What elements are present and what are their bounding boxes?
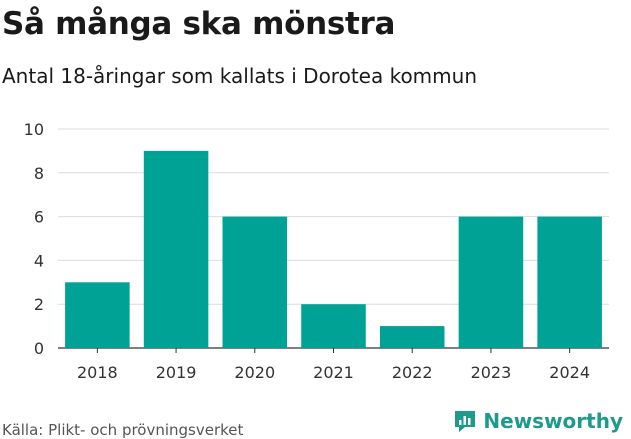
bar-2024	[537, 216, 602, 348]
chart-title: Så många ska mönstra	[2, 6, 396, 42]
bar-2022	[379, 326, 445, 348]
bar-chart: 0 2 4 6 8 10 2018 2019 2020 2021 2022 2023 2024	[24, 120, 609, 382]
y-tick-label: 2	[34, 295, 44, 314]
bar-2021	[301, 304, 366, 348]
brand-name: Newsworthy	[483, 409, 623, 433]
x-axis-tick-labels: 2018 2019 2020 2021 2022 2023 2024	[77, 348, 590, 382]
brand-logo[interactable]: Newsworthy	[452, 408, 623, 434]
y-tick-label: 8	[34, 164, 44, 183]
y-tick-label: 0	[34, 339, 44, 358]
y-tick-label: 10	[24, 120, 44, 139]
bars	[65, 150, 602, 348]
x-tick-label: 2021	[313, 363, 354, 382]
y-tick-label: 6	[34, 208, 44, 227]
bar-2020	[222, 216, 288, 348]
x-tick-label: 2023	[471, 363, 512, 382]
x-tick-label: 2018	[77, 363, 118, 382]
x-tick-label: 2022	[392, 363, 433, 382]
bar-2018	[65, 282, 130, 348]
y-tick-label: 4	[34, 251, 44, 270]
source-note: Källa: Plikt- och prövningsverket	[2, 421, 244, 439]
bar-2019	[143, 150, 209, 348]
newsworthy-logo-icon	[455, 411, 476, 432]
x-tick-label: 2019	[156, 363, 197, 382]
y-axis-tick-labels: 0 2 4 6 8 10	[24, 120, 44, 358]
x-tick-label: 2024	[549, 363, 590, 382]
x-tick-label: 2020	[234, 363, 275, 382]
chart-subtitle: Antal 18-åringar som kallats i Dorotea k…	[2, 64, 477, 88]
bar-2023	[458, 216, 524, 348]
